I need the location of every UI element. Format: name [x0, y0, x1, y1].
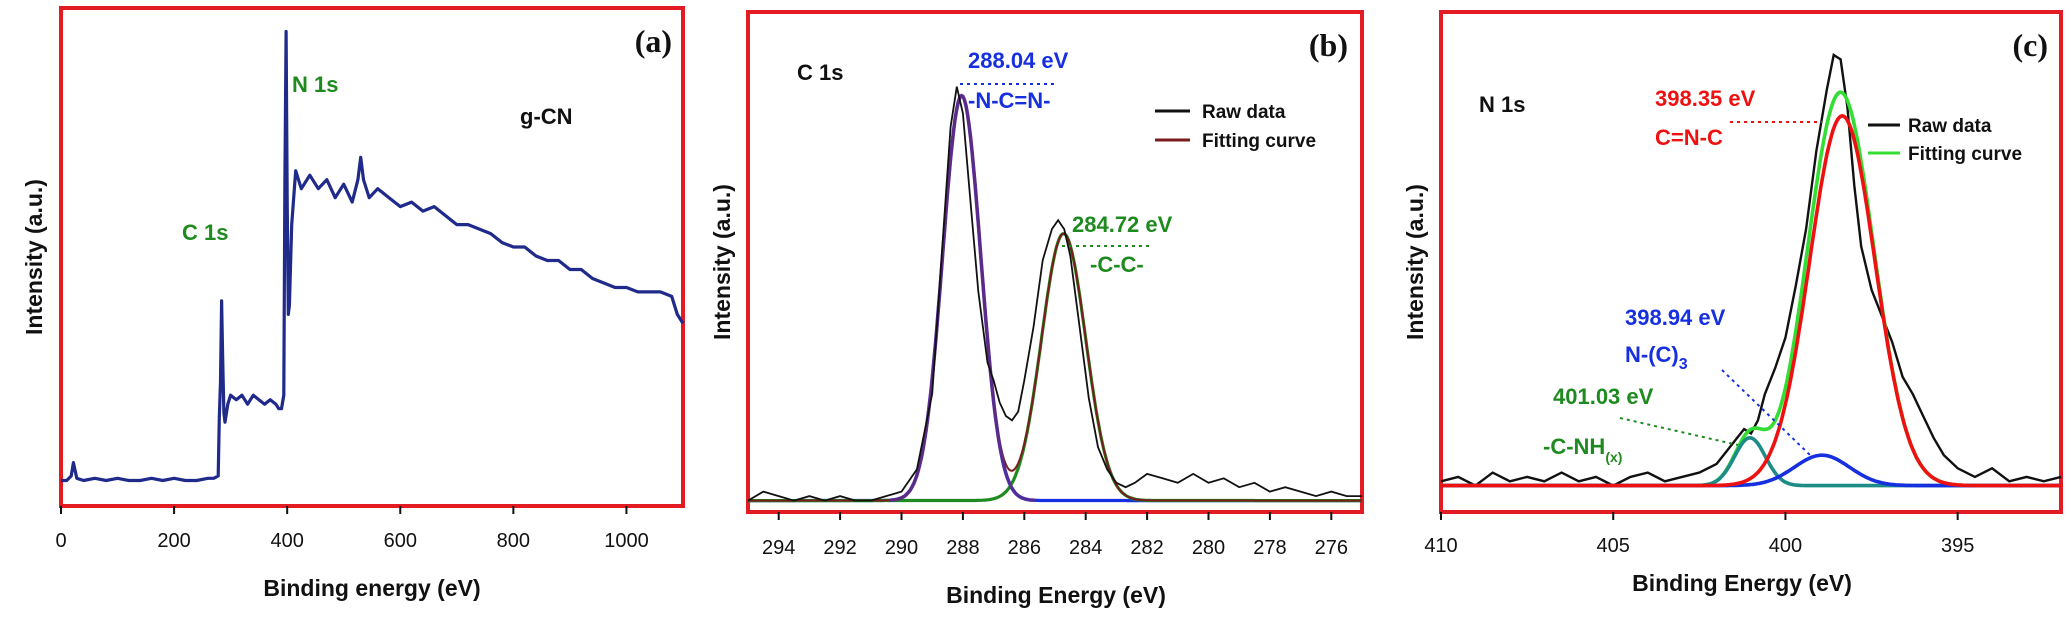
panel-c-peak2-energy: 398.94 eV [1625, 305, 1726, 330]
panel-b-legend-raw-label: Raw data [1202, 102, 1286, 123]
panel-c-peak3-label: -C-NH(x) [1543, 434, 1622, 465]
panel-c-xtick-label: 400 [1769, 535, 1802, 557]
panel-b-legend: Raw data Fitting curve [1155, 102, 1316, 152]
panel-c-frame [1439, 10, 2063, 514]
panel-c-component-1 [1441, 114, 2061, 488]
panel-b-curves [747, 86, 1362, 503]
panel-b-xtick-label: 282 [1130, 537, 1163, 559]
panel-b-peak2-energy: 284.72 eV [1072, 212, 1173, 237]
panel-b-xtick-label: 292 [823, 537, 856, 559]
panel-b-component-1 [748, 93, 1362, 503]
panel-c-peak1-energy: 398.35 eV [1655, 86, 1756, 111]
panel-b-xtick-label: 294 [762, 537, 795, 559]
panel-b-title: C 1s [797, 60, 843, 85]
panel-b-label: (b) [1309, 27, 1348, 63]
panel-b-xtick-label: 276 [1315, 537, 1348, 559]
panel-c-xtick-label: 410 [1424, 535, 1457, 557]
panel-a-survey-line [61, 29, 685, 483]
panel-c-curves [1440, 53, 2062, 488]
panel-a: (a) Intensity (a.u.) Binding energy (eV)… [21, 6, 685, 601]
panel-b-peak1-label: -N-C=N- [968, 88, 1051, 113]
panel-c-xlabel: Binding Energy (eV) [1632, 570, 1852, 596]
panel-a-xtick-label: 800 [497, 530, 530, 552]
panel-a-annotation-n1s: N 1s [292, 72, 338, 97]
panel-b: (b) Intensity (a.u.) Binding Energy (eV)… [709, 10, 1364, 608]
panel-c-title: N 1s [1479, 92, 1525, 117]
panel-c-peak3-label-subscript: (x) [1605, 449, 1622, 465]
panel-c-component-2 [1441, 453, 2061, 488]
panel-b-component-2 [748, 232, 1362, 503]
panel-c-peak2-label: N-(C)3 [1625, 342, 1688, 373]
panel-a-annotation-c1s: C 1s [182, 220, 228, 245]
panel-a-xticks: 0 200 400 600 800 1000 [55, 506, 649, 552]
panel-a-title: g-CN [520, 104, 573, 129]
panel-c-peak3-leader [1619, 417, 1739, 446]
panel-b-raw-data [747, 86, 1362, 502]
panel-c-peak2-label-main: N-(C) [1625, 342, 1679, 367]
panel-b-xtick-label: 290 [885, 537, 918, 559]
panel-c-peak1-label: C=N-C [1655, 125, 1723, 150]
panel-a-label: (a) [635, 23, 672, 59]
panel-b-xtick-label: 278 [1253, 537, 1286, 559]
panel-c-xtick-label: 395 [1941, 535, 1974, 557]
panel-b-fitting-curve [748, 94, 1362, 502]
panel-c-label: (c) [2012, 27, 2048, 63]
panel-a-xlabel: Binding energy (eV) [263, 575, 480, 601]
panel-c-xtick-label: 405 [1597, 535, 1630, 557]
panel-c-legend: Raw data Fitting curve [1868, 116, 2022, 165]
panel-b-xlabel: Binding Energy (eV) [946, 582, 1166, 608]
panel-c-legend-raw-label: Raw data [1908, 116, 1992, 137]
panel-b-ylabel: Intensity (a.u.) [709, 184, 735, 340]
panel-b-xtick-label: 284 [1069, 537, 1102, 559]
panel-b-legend-fit-label: Fitting curve [1202, 131, 1316, 152]
panel-a-xtick-label: 600 [384, 530, 417, 552]
panel-c-peak3-energy: 401.03 eV [1553, 384, 1654, 409]
panel-a-xtick-label: 0 [55, 530, 66, 552]
panel-c-legend-fit-label: Fitting curve [1908, 144, 2022, 165]
panel-c-raw-data [1440, 53, 2062, 488]
panel-a-xtick-label: 400 [270, 530, 303, 552]
panel-a-ylabel: Intensity (a.u.) [21, 179, 47, 335]
panel-b-overlay-curve [889, 93, 1036, 503]
panel-b-peak1-energy: 288.04 eV [968, 48, 1069, 73]
panel-a-xtick-label: 200 [157, 530, 190, 552]
panel-b-xtick-label: 288 [946, 537, 979, 559]
panel-b-peak2-label: -C-C- [1090, 252, 1144, 277]
panel-b-xtick-label: 280 [1192, 537, 1225, 559]
panel-c: (c) Intensity (a.u.) Binding Energy (eV)… [1402, 10, 2063, 596]
panel-a-frame [59, 6, 685, 508]
panel-c-ylabel: Intensity (a.u.) [1402, 184, 1428, 340]
panel-b-frame [746, 10, 1364, 514]
panel-c-xticks: 410 405 400 395 [1424, 512, 1974, 557]
panel-b-xticks: 294 292 290 288 286 284 282 280 278 276 [762, 512, 1348, 559]
panel-a-xtick-label: 1000 [604, 530, 649, 552]
panel-c-peak3-label-main: -C-NH [1543, 434, 1605, 459]
panel-b-xtick-label: 286 [1008, 537, 1041, 559]
panel-c-peak2-label-subscript: 3 [1679, 356, 1688, 373]
